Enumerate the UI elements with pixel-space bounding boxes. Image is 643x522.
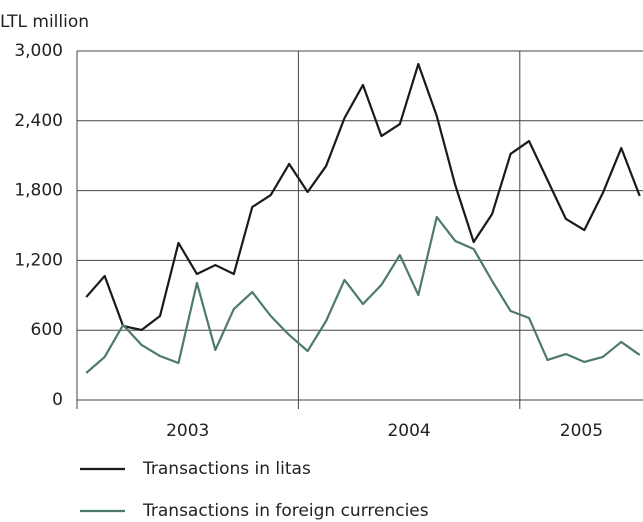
y-tick-label: 600 bbox=[31, 320, 63, 340]
y-tick-label: 1,800 bbox=[14, 181, 63, 201]
y-tick-label: 2,400 bbox=[14, 111, 63, 131]
x-tick-label: 2005 bbox=[560, 421, 603, 441]
y-axis-label: LTL million bbox=[0, 12, 89, 32]
y-tick-label: 1,200 bbox=[14, 250, 63, 270]
y-tick-label: 3,000 bbox=[14, 41, 63, 61]
series-line bbox=[85, 62, 641, 332]
legend-label: Transactions in litas bbox=[142, 459, 311, 479]
x-tick-label: 2004 bbox=[387, 421, 430, 441]
x-tick-label: 2003 bbox=[166, 421, 209, 441]
y-tick-label: 0 bbox=[52, 390, 63, 410]
series-line bbox=[85, 215, 641, 374]
legend-label: Transactions in foreign currencies bbox=[142, 501, 429, 521]
